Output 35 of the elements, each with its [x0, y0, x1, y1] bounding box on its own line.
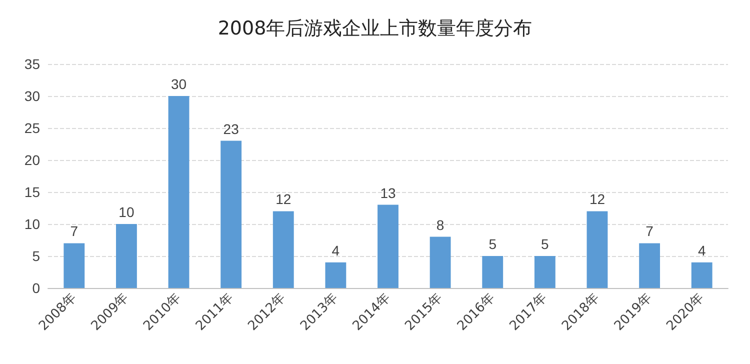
y-tick-label: 35 — [24, 56, 40, 72]
y-tick-label: 0 — [32, 280, 40, 296]
bar — [586, 211, 608, 288]
data-label: 7 — [70, 223, 78, 240]
bar — [430, 236, 451, 288]
data-label: 7 — [646, 223, 654, 240]
bar — [325, 262, 346, 288]
data-label: 8 — [436, 216, 444, 233]
y-tick-label: 30 — [24, 88, 40, 104]
y-tick-label: 10 — [24, 216, 40, 232]
y-tick-label: 15 — [24, 184, 40, 200]
bar — [482, 256, 504, 288]
bar — [691, 262, 712, 288]
bar — [220, 140, 242, 288]
data-label: 23 — [223, 120, 240, 137]
bar — [64, 243, 85, 288]
y-tick-label: 25 — [24, 120, 40, 136]
data-label: 4 — [332, 242, 340, 258]
data-label: 5 — [488, 236, 497, 252]
bar — [639, 243, 660, 288]
data-label: 30 — [170, 76, 187, 92]
bar — [116, 224, 137, 288]
bar — [534, 256, 556, 288]
chart-title: 2008年后游戏企业上市数量年度分布 — [218, 18, 532, 40]
y-tick-label: 5 — [32, 248, 40, 264]
y-tick-label: 20 — [24, 152, 40, 168]
bar — [272, 211, 294, 288]
data-label: 12 — [589, 191, 606, 208]
bar — [168, 96, 190, 288]
data-label: 5 — [541, 236, 550, 252]
data-label: 4 — [698, 242, 706, 258]
data-label: 12 — [276, 191, 292, 208]
data-label: 13 — [380, 184, 396, 201]
data-label: 10 — [118, 204, 134, 220]
bar — [378, 204, 398, 288]
